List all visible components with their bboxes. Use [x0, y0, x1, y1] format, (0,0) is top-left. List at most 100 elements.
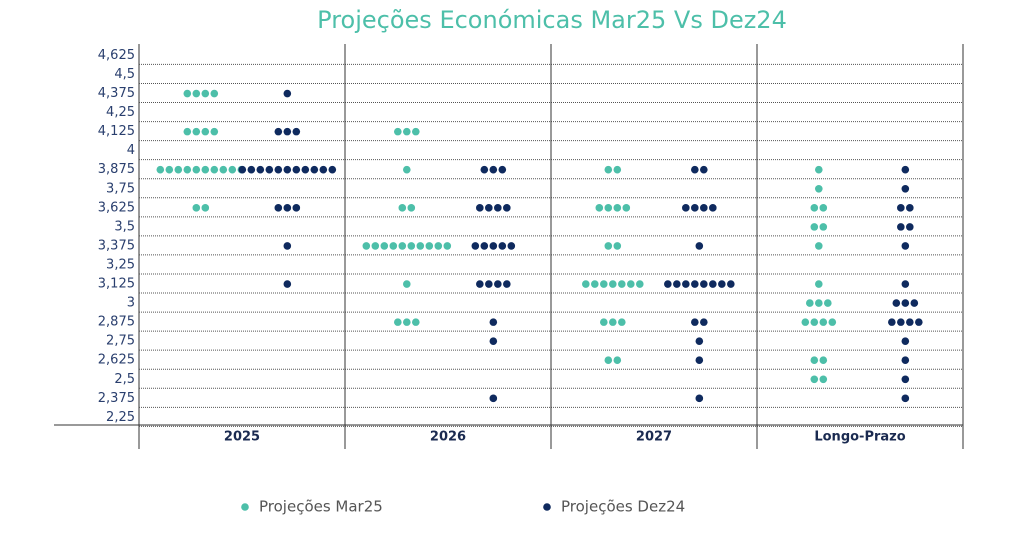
- dot: [910, 299, 919, 307]
- dot: [695, 394, 704, 403]
- dot: [700, 204, 708, 212]
- dot: [403, 318, 411, 326]
- dot: [274, 204, 283, 212]
- dot: [810, 318, 819, 326]
- dot: [609, 280, 617, 288]
- dot: [480, 242, 489, 250]
- y-tick-label: 2,75: [106, 334, 135, 349]
- dot: [476, 280, 484, 288]
- dot: [165, 165, 174, 174]
- dot: [695, 356, 704, 365]
- dot: [498, 165, 507, 174]
- dot: [489, 242, 498, 250]
- dot: [901, 375, 910, 384]
- dot: [901, 242, 910, 250]
- dot: [810, 356, 819, 365]
- dot: [613, 165, 622, 174]
- y-tick-label: 4: [127, 143, 135, 158]
- dot: [700, 280, 708, 288]
- dot: [319, 165, 328, 174]
- dot: [810, 375, 819, 384]
- dot: [595, 204, 604, 212]
- dot: [819, 318, 828, 326]
- dot: [901, 337, 910, 345]
- y-tick-label: 3,5: [114, 219, 135, 234]
- dot: [394, 127, 402, 136]
- dot: [476, 204, 484, 212]
- legend-label: Projeções Dez24: [561, 498, 685, 516]
- dot: [283, 127, 292, 136]
- dot: [494, 204, 502, 212]
- dot: [283, 165, 292, 174]
- dot: [613, 356, 622, 365]
- chart-title: Projeções Económicas Mar25 Vs Dez24: [317, 6, 787, 34]
- dot: [292, 127, 301, 136]
- dot: [201, 89, 210, 98]
- dot: [591, 280, 599, 288]
- dot: [183, 165, 192, 174]
- dot: [247, 165, 256, 174]
- dot: [328, 165, 337, 174]
- dot: [256, 165, 265, 174]
- dot: [709, 204, 717, 212]
- dot: [906, 223, 914, 231]
- dot: [489, 165, 498, 174]
- x-tick-label: 2027: [636, 430, 672, 445]
- dot: [301, 165, 310, 174]
- dot: [489, 337, 498, 345]
- dot: [824, 299, 832, 307]
- dot: [815, 299, 823, 307]
- dot: [819, 223, 828, 231]
- dot: [489, 318, 498, 326]
- dot: [901, 299, 910, 307]
- dot: [362, 242, 371, 250]
- y-tick-label: 3,875: [98, 162, 135, 177]
- dot: [174, 165, 183, 174]
- y-tick-label: 2,625: [98, 353, 135, 368]
- dot: [901, 356, 910, 365]
- dot: [494, 280, 502, 288]
- dot: [398, 204, 407, 212]
- dot: [371, 242, 380, 250]
- dot: [201, 127, 210, 136]
- dot: [901, 280, 910, 288]
- dot: [819, 204, 828, 212]
- dot: [636, 280, 644, 288]
- dot: [815, 242, 823, 250]
- dot: [709, 280, 717, 288]
- dot: [292, 204, 301, 212]
- dot: [403, 280, 411, 288]
- dot: [210, 127, 219, 136]
- dot: [283, 280, 292, 288]
- dot: [403, 165, 411, 174]
- y-tick-label: 3,75: [106, 181, 135, 196]
- dot: [380, 242, 389, 250]
- dot: [274, 127, 283, 136]
- y-tick-label: 2,875: [98, 315, 135, 330]
- dot: [604, 204, 613, 212]
- dot: [906, 318, 914, 326]
- dot: [810, 223, 819, 231]
- dot: [622, 204, 631, 212]
- dot: [443, 242, 452, 250]
- dot: [815, 165, 823, 174]
- dot: [700, 165, 708, 174]
- dot: [471, 242, 480, 250]
- dot: [806, 299, 814, 307]
- y-tick-label: 4,625: [98, 48, 135, 63]
- x-tick-label: Longo-Prazo: [814, 430, 905, 445]
- dot: [183, 127, 192, 136]
- dot: [604, 356, 613, 365]
- dot: [897, 204, 905, 212]
- dot: [727, 280, 735, 288]
- dot: [219, 165, 228, 174]
- y-tick-label: 4,125: [98, 124, 135, 139]
- dot: [613, 204, 622, 212]
- dot: [310, 165, 319, 174]
- dot: [503, 204, 511, 212]
- dot: [819, 375, 828, 384]
- legend-swatch: [241, 503, 249, 511]
- dot: [915, 318, 923, 326]
- dot: [485, 280, 493, 288]
